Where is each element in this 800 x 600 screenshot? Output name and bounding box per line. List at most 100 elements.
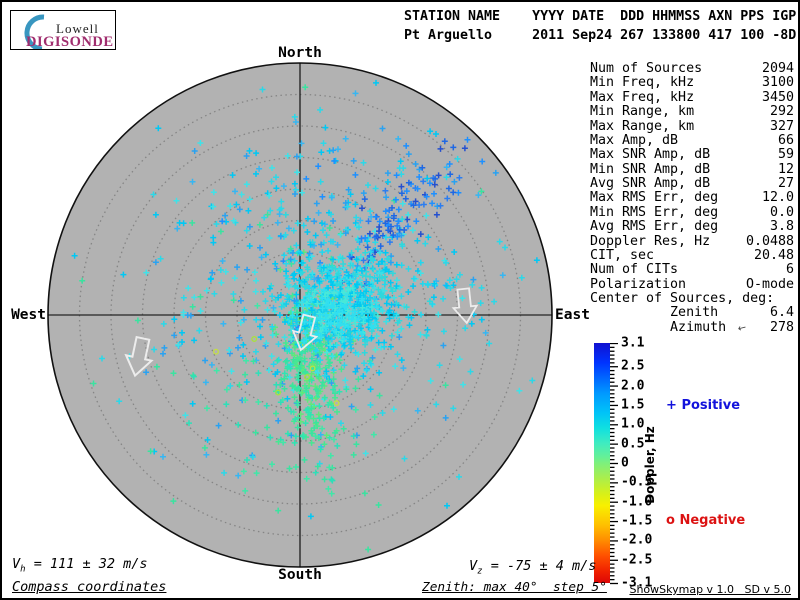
readout-value: 6 bbox=[785, 262, 794, 278]
legend-positive-label: Positive bbox=[681, 398, 741, 413]
readout-row: Max Range, km 327 bbox=[590, 118, 794, 134]
readout-row: Polarization O-mode bbox=[590, 276, 794, 292]
coordinate-system-note: Compass coordinates bbox=[12, 579, 167, 595]
readout-value: 12.0 bbox=[761, 190, 794, 206]
source-points-upper-blue bbox=[189, 119, 482, 304]
negative-source-point bbox=[213, 348, 219, 355]
source-points-wide-scatter bbox=[99, 86, 536, 480]
readout-label: Min Range, km bbox=[590, 104, 695, 120]
readout-label: CIT, sec bbox=[590, 247, 655, 263]
vz-symbol: V bbox=[469, 558, 478, 574]
readout-value: 66 bbox=[777, 132, 794, 148]
readout-label: Avg RMS Err, deg bbox=[590, 219, 719, 235]
compass-label-west: West bbox=[11, 307, 46, 323]
version-text: ShowSkymap v 1.0 SD v 5.0 bbox=[629, 583, 791, 596]
vh-measurement: = 111 ± 32 m/s bbox=[25, 556, 148, 572]
readout-label: Max RMS Err, deg bbox=[590, 190, 719, 206]
readout-value: 20.48 bbox=[753, 247, 794, 263]
compass-label-east: East bbox=[555, 307, 590, 323]
vh-subscript: h bbox=[20, 564, 26, 575]
readout-row: Center of Sources, deg: bbox=[590, 291, 794, 306]
readout-value: 2094 bbox=[761, 61, 794, 76]
logo-text-digisonde: DIGISONDE bbox=[26, 34, 114, 50]
colorbar-ticks bbox=[610, 343, 618, 585]
legend-negative-label: Negative bbox=[679, 513, 746, 528]
source-points-upper-blue bbox=[236, 151, 458, 281]
readout-row: Min Freq, kHz 3100 bbox=[590, 75, 794, 91]
lowell-digisonde-logo: Lowell DIGISONDE bbox=[10, 10, 116, 50]
colorbar-tick-label: -2.0 bbox=[621, 532, 653, 548]
readout-label: Min SNR Amp, dB bbox=[590, 161, 711, 177]
legend-negative: o Negative bbox=[666, 513, 745, 528]
readout-label: Min Freq, kHz bbox=[590, 75, 695, 91]
colorbar-tick-label: 0 bbox=[621, 455, 629, 471]
colorbar-tick-label: -3.1 bbox=[621, 575, 653, 591]
circle-marker-icon: o bbox=[666, 513, 675, 528]
readout-row: Max Freq, kHz 3450 bbox=[590, 89, 794, 105]
negative-source-point bbox=[251, 336, 258, 342]
colorbar-tick-label: 1.0 bbox=[621, 416, 645, 432]
negative-source-point bbox=[275, 389, 282, 396]
logo-crescent-icon bbox=[24, 14, 45, 49]
negative-source-point bbox=[309, 365, 316, 372]
readout-label: Max Freq, kHz bbox=[590, 89, 695, 105]
doppler-colorbar bbox=[594, 343, 610, 583]
readout-row: Azimuth ← 278 bbox=[590, 319, 794, 335]
colorbar-tick-label: 0.5 bbox=[621, 436, 645, 452]
readout-label: Doppler Res, Hz bbox=[590, 233, 711, 249]
colorbar-tick-label: -0.5 bbox=[621, 474, 653, 490]
compass-label-south: South bbox=[278, 567, 322, 583]
readout-label: Min RMS Err, deg bbox=[590, 204, 719, 220]
readout-value: 3.8 bbox=[769, 219, 794, 235]
vz-subscript: z bbox=[477, 566, 483, 577]
vertical-velocity-value: Vz = -75 ± 4 m/s bbox=[469, 558, 596, 577]
readout-label: Num of CITs bbox=[590, 262, 679, 278]
source-points-core-bright bbox=[289, 276, 380, 349]
readout-value: 3450 bbox=[761, 89, 794, 105]
readout-row: Max Amp, dB 66 bbox=[590, 132, 794, 148]
colorbar-tick-label: -1.0 bbox=[621, 494, 653, 510]
station-header: STATION NAME YYYY DATE DDD HHMMSS AXN PP… bbox=[404, 7, 796, 45]
vz-measurement: = -75 ± 4 m/s bbox=[482, 558, 597, 574]
readout-label: Center of Sources, deg: bbox=[590, 291, 775, 306]
colorbar-tick-label: -1.5 bbox=[621, 513, 653, 529]
source-points-wide-scatter bbox=[160, 90, 506, 479]
readout-value: 292 bbox=[769, 104, 794, 120]
readout-value: 12 bbox=[777, 161, 794, 177]
readout-value: 0.0 bbox=[769, 204, 794, 220]
logo-text-lowell: Lowell bbox=[56, 21, 99, 36]
readout-row: Avg RMS Err, deg 3.8 bbox=[590, 219, 794, 235]
source-points-halo-cyan bbox=[152, 131, 485, 443]
readout-value: 27 bbox=[777, 176, 794, 191]
colorbar-axis-title: Doppler, Hz bbox=[643, 426, 657, 504]
drift-arrow-icon bbox=[124, 335, 154, 378]
source-points-ne-blue-band bbox=[317, 136, 471, 319]
readout-row: Min SNR Amp, dB 12 bbox=[590, 161, 794, 177]
zenith-range-note: Zenith: max 40° step 5° bbox=[422, 580, 607, 595]
readout-row: Num of CITs 6 bbox=[590, 262, 794, 278]
readout-row: Max RMS Err, deg 12.0 bbox=[590, 190, 794, 206]
readout-label: Num of Sources bbox=[590, 61, 703, 76]
readout-label: Max Amp, dB bbox=[590, 132, 679, 148]
drift-arrow-icon bbox=[291, 313, 319, 352]
azimuth-direction-icon: ← bbox=[736, 321, 748, 335]
readout-row: Doppler Res, Hz 0.0488 bbox=[590, 233, 794, 249]
plus-marker-icon: + bbox=[666, 398, 677, 413]
colorbar-tick-label: 1.5 bbox=[621, 397, 645, 413]
readout-label: Avg SNR Amp, dB bbox=[590, 176, 711, 191]
readout-row: Avg SNR Amp, dB 27 bbox=[590, 176, 794, 191]
colorbar-tick-label: 3.1 bbox=[621, 335, 645, 351]
negative-source-point bbox=[304, 374, 310, 381]
readout-value: 0.0488 bbox=[745, 233, 794, 249]
vh-symbol: V bbox=[12, 556, 21, 572]
readout-value: 327 bbox=[769, 118, 794, 134]
colorbar-tick-label: -2.5 bbox=[621, 552, 653, 568]
readout-value: O-mode bbox=[745, 276, 794, 292]
readout-label: Zenith bbox=[590, 305, 719, 321]
readout-label: Azimuth ← bbox=[590, 320, 748, 335]
header-columns-line: STATION NAME YYYY DATE DDD HHMMSS AXN PP… bbox=[404, 9, 797, 24]
readout-value: 278 bbox=[769, 319, 794, 335]
horizontal-velocity-value: Vh = 111 ± 32 m/s bbox=[12, 556, 147, 575]
